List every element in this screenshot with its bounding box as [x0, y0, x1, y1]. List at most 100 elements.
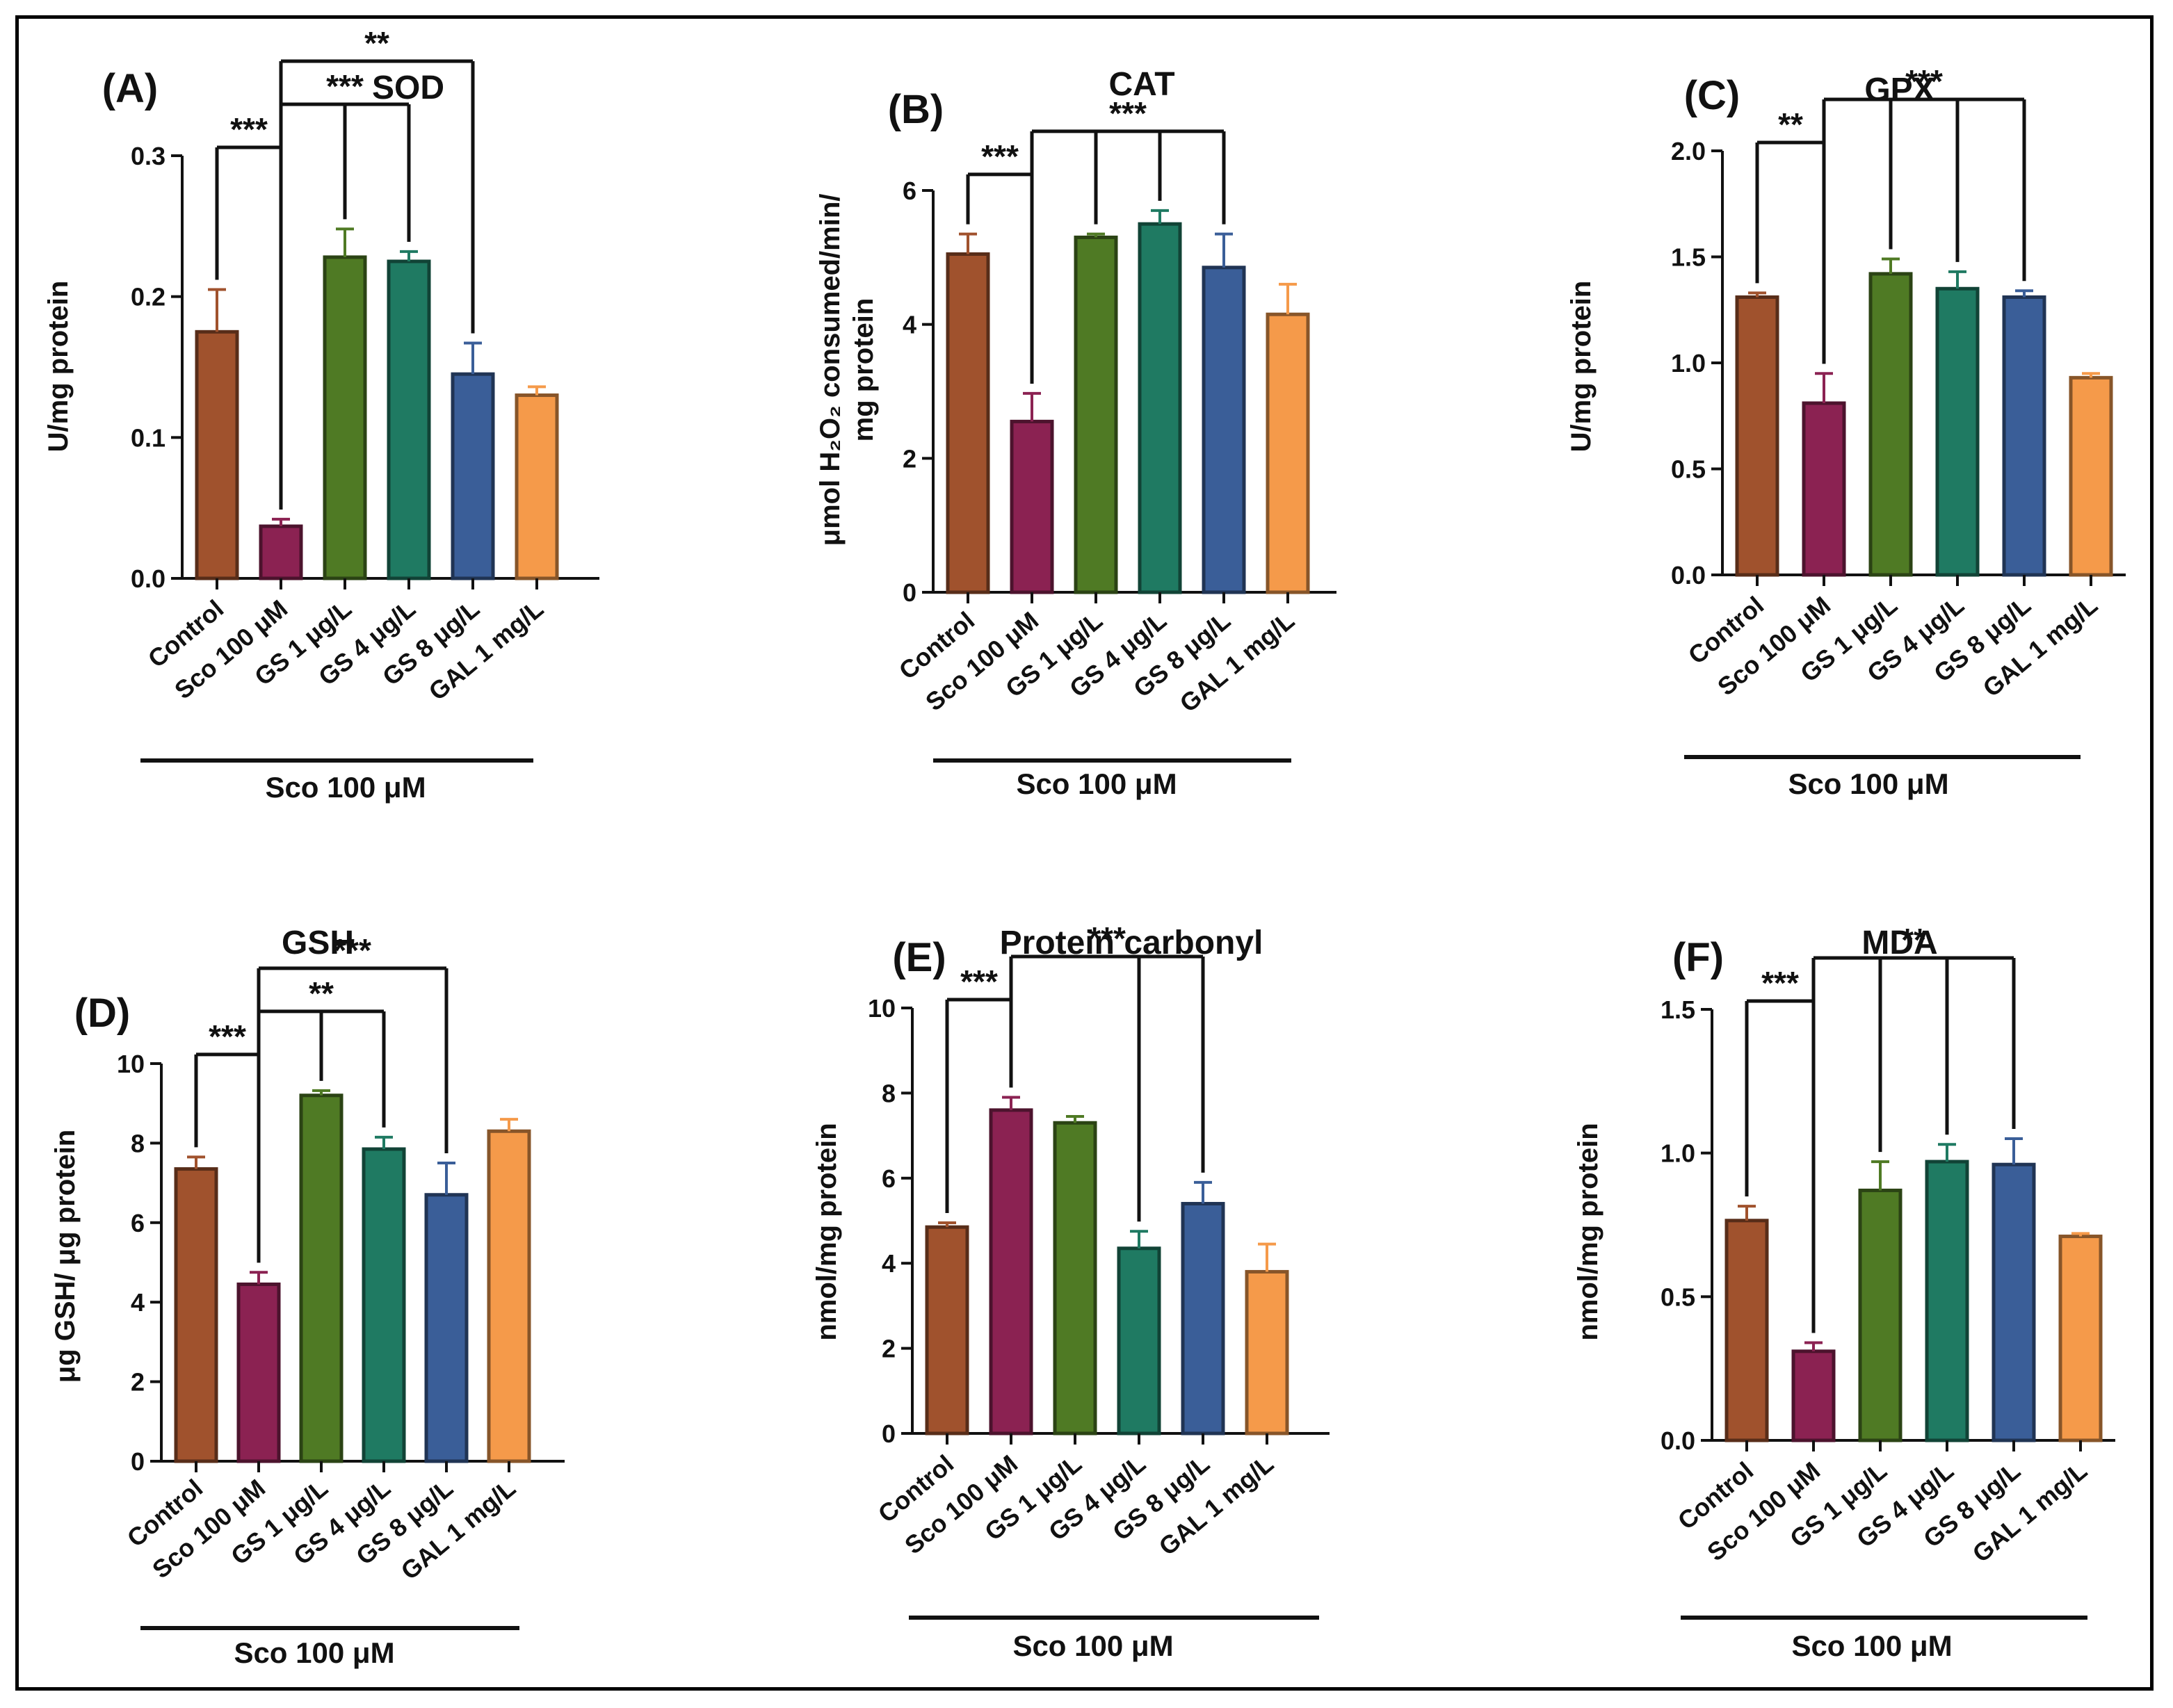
chart-title: GPX — [1864, 72, 1934, 108]
significance-label: *** — [230, 111, 268, 147]
bar — [362, 1147, 406, 1463]
y-axis-label: nmol/mg protein — [811, 1123, 842, 1340]
bar — [1245, 1269, 1289, 1435]
bar — [989, 1108, 1033, 1435]
group-label: Sco 100 μM — [1016, 767, 1177, 800]
y-axis-label-line: nmol/mg protein — [811, 1123, 842, 1340]
y-axis-label-line: U/mg protein — [1566, 281, 1597, 453]
chart-title: MDA — [1861, 925, 1937, 961]
bar — [299, 1093, 344, 1463]
y-tick-label: 1.5 — [1671, 243, 1706, 272]
bar — [259, 524, 303, 580]
y-tick-label: 6 — [131, 1209, 145, 1237]
bar — [1724, 1219, 1769, 1442]
group-label: Sco 100 μM — [265, 771, 426, 804]
significance-label: *** — [334, 932, 371, 968]
panel-label: (D) — [74, 991, 131, 1036]
chart-panel: (B) CAT 0 2 4 6 μmol H₂O₂ consumed/min/mg prot… — [815, 66, 1336, 800]
bar — [1992, 1162, 2036, 1442]
panel-label: (E) — [892, 935, 946, 980]
y-axis-label: μmol H₂O₂ consumed/min/mg protein — [815, 194, 879, 546]
significance-label: ** — [1778, 106, 1803, 143]
y-axis-label-line: mg protein — [848, 298, 879, 442]
bar — [2002, 295, 2046, 577]
bar — [1202, 266, 1246, 594]
figure-frame: (A) SOD 0.0 0.1 0.2 0.3 U/mg protein Control Sco… — [15, 15, 2154, 1691]
y-axis-label: U/mg protein — [1566, 281, 1597, 453]
y-tick-label: 8 — [882, 1079, 896, 1107]
bar — [1802, 401, 1846, 577]
y-tick-label: 4 — [131, 1288, 145, 1317]
bar — [387, 259, 431, 580]
y-tick-label: 0.5 — [1671, 455, 1706, 484]
significance-label: *** — [1088, 920, 1126, 957]
bar — [1858, 1188, 1903, 1442]
y-tick-label: 8 — [131, 1129, 145, 1157]
significance-label: ** — [1901, 922, 1926, 958]
group-label: Sco 100 μM — [234, 1636, 394, 1669]
panel-label: (B) — [888, 87, 944, 132]
significance-label: *** — [209, 1018, 246, 1055]
significance-label: *** — [981, 138, 1019, 174]
bar — [1010, 419, 1054, 594]
bar — [946, 252, 990, 594]
panel-label: (C) — [1684, 73, 1740, 118]
y-tick-label: 0.1 — [131, 423, 165, 452]
bar — [2069, 375, 2113, 577]
bar — [1868, 272, 1913, 577]
bar — [1138, 222, 1182, 594]
y-tick-label: 1.5 — [1661, 995, 1695, 1024]
bar — [195, 330, 239, 580]
y-axis-label-line: μmol H₂O₂ consumed/min/ — [815, 194, 846, 546]
group-label: Sco 100 μM — [1791, 1629, 1952, 1662]
bar — [1266, 312, 1310, 594]
y-tick-label: 0.0 — [131, 564, 165, 593]
y-tick-label: 1.0 — [1661, 1139, 1695, 1168]
y-tick-label: 2 — [903, 444, 916, 473]
bar — [424, 1193, 469, 1463]
y-axis-label-line: nmol/mg protein — [1573, 1123, 1604, 1340]
y-tick-label: 0 — [903, 578, 916, 607]
y-tick-label: 10 — [117, 1050, 145, 1078]
bar — [174, 1167, 218, 1463]
bar — [1053, 1121, 1097, 1435]
significance-label: *** — [326, 68, 364, 104]
y-tick-label: 0.3 — [131, 142, 165, 170]
bar — [925, 1225, 969, 1435]
y-axis-label-line: U/mg protein — [43, 281, 74, 453]
significance-label: ** — [309, 975, 334, 1011]
group-label: Sco 100 μM — [1012, 1629, 1173, 1662]
y-tick-label: 0 — [131, 1447, 145, 1476]
chart-title: GSH — [282, 925, 354, 961]
bar — [1181, 1202, 1225, 1435]
significance-label: *** — [1905, 63, 1943, 99]
y-tick-label: 0.5 — [1661, 1283, 1695, 1311]
y-tick-label: 10 — [868, 994, 896, 1023]
bar — [451, 372, 495, 580]
y-tick-label: 0 — [882, 1420, 896, 1448]
y-axis-label: μg GSH/ μg protein — [50, 1130, 81, 1383]
bar — [1925, 1160, 1969, 1442]
bar — [487, 1129, 531, 1463]
panel-label: (F) — [1672, 935, 1724, 980]
y-tick-label: 0.0 — [1671, 561, 1706, 589]
significance-label: *** — [960, 963, 998, 1000]
y-tick-label: 2 — [131, 1368, 145, 1397]
group-label: Sco 100 μM — [1788, 767, 1948, 800]
y-tick-label: 0.0 — [1661, 1426, 1695, 1455]
bar — [2058, 1235, 2103, 1442]
bar — [515, 393, 559, 580]
bar — [1791, 1349, 1836, 1442]
y-tick-label: 6 — [903, 177, 916, 205]
bar — [323, 255, 367, 580]
significance-label: ** — [364, 25, 389, 61]
y-tick-label: 1.0 — [1671, 349, 1706, 377]
significance-label: *** — [1761, 965, 1799, 1001]
y-tick-label: 4 — [903, 311, 916, 339]
bar — [1117, 1246, 1161, 1435]
panel-label: (A) — [102, 66, 159, 111]
